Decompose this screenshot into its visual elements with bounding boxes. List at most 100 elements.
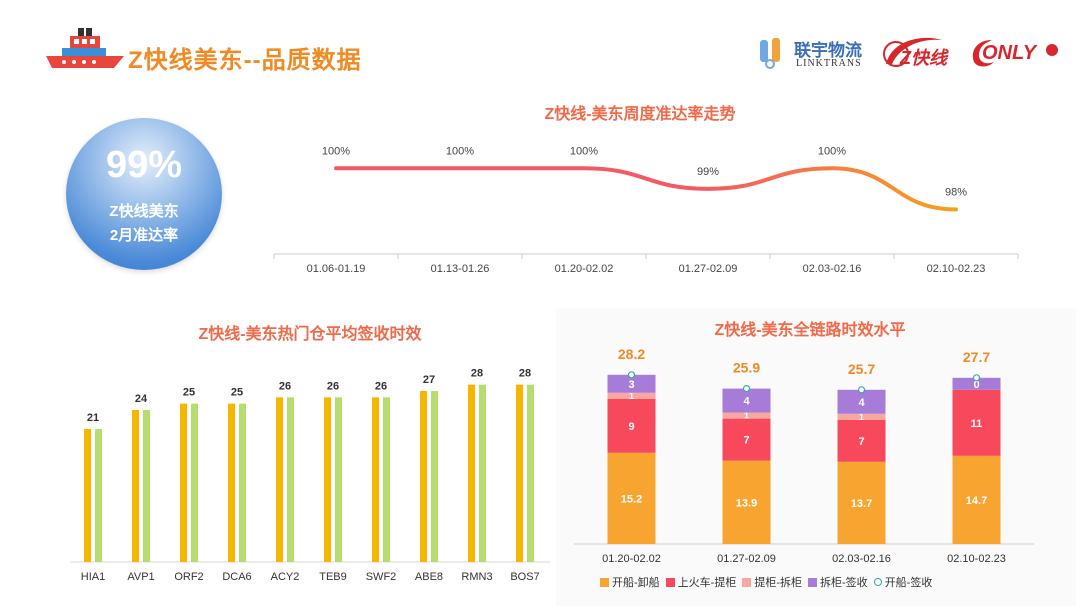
bar-warehouse-b <box>191 403 198 562</box>
bar-warehouse-a <box>324 397 331 562</box>
bar-warehouse-b <box>479 384 486 562</box>
stacked-segment-2 <box>607 398 656 453</box>
legend-swatch-2 <box>665 577 675 587</box>
stacked-segment-label: 7 <box>858 436 864 448</box>
bar-warehouse-a <box>132 410 139 562</box>
bar-data-label: 24 <box>135 393 148 405</box>
line-chart: 01.06-01.19 100% 01.13-01.26 100% 01.20-02.0… <box>273 145 1019 275</box>
page-title: Z快线美东--品质数据 <box>128 47 362 74</box>
stacked-segment-1 <box>952 455 1001 544</box>
bar-warehouse-a <box>84 429 91 562</box>
bar-data-label: 28 <box>519 368 531 380</box>
stacked-segment-label: 11 <box>971 418 983 430</box>
legend-swatch-3 <box>742 577 752 587</box>
legend-item-4: 拆柜-签收 <box>808 574 868 590</box>
line-x-tick-label: 01.27-02.09 <box>679 263 738 275</box>
bar-warehouse-b <box>143 410 150 562</box>
line-x-tick-label: 01.06-01.19 <box>307 263 366 275</box>
bar-warehouse-b <box>431 391 438 562</box>
bar-data-label: 21 <box>87 412 99 424</box>
total-marker <box>742 384 751 393</box>
bar-x-tick-label: DCA6 <box>222 571 251 583</box>
legend-item-5: 开船-签收 <box>873 574 932 590</box>
stacked-total-label: 25.9 <box>733 360 760 376</box>
linktrans-en: LINKTRANS <box>796 58 862 69</box>
bar-chart-title: Z快线-美东热门仓平均签收时效 <box>198 326 422 343</box>
only-badge-icon <box>1046 44 1058 56</box>
legend-item-1: 开船-卸船 <box>600 574 660 590</box>
bar-warehouse-b <box>239 403 246 562</box>
bar-x-tick-label: ABE8 <box>415 571 443 583</box>
line-data-label: 99% <box>697 166 719 178</box>
stacked-chart-legend: 开船-卸船 上火车-提柜 提柜-拆柜 拆柜-签收 开船-签收 <box>600 574 934 590</box>
legend-item-3: 提柜-拆柜 <box>742 574 802 590</box>
total-marker <box>857 386 866 394</box>
legend-swatch-4 <box>808 577 818 587</box>
bar-x-tick-label: BOS7 <box>510 571 539 583</box>
stacked-segment-2 <box>952 389 1001 456</box>
stacked-segment-label: 3 <box>628 379 634 391</box>
line-data-label: 100% <box>446 145 474 157</box>
zfast-text: Z快线 <box>900 48 947 68</box>
stacked-x-tick-label: 01.27-02.09 <box>717 553 776 565</box>
bar-x-tick-label: ORF2 <box>174 571 203 583</box>
linktrans-logo: 联宇物流 LINKTRANS <box>758 36 880 72</box>
stacked-segment-label: 15.2 <box>621 493 642 505</box>
stacked-segment-label: 4 <box>743 396 750 408</box>
stacked-segment-2 <box>837 419 886 462</box>
line-x-tick-label: 02.10-02.23 <box>927 263 986 275</box>
stacked-segment-label: 7 <box>743 435 749 447</box>
stacked-segment-label: 1 <box>859 412 864 422</box>
line-x-tick-label: 02.03-02.16 <box>803 263 862 275</box>
ship-logo-icon <box>44 24 126 72</box>
line-data-label: 100% <box>322 145 350 157</box>
bar-data-label: 26 <box>375 380 387 392</box>
stacked-chart: 15.291328.201.20-02.0213.971425.901.27-0… <box>574 346 1034 565</box>
bar-warehouse-b <box>383 397 390 562</box>
bar-x-tick-label: RMN3 <box>461 571 492 583</box>
bar-data-label: 28 <box>471 368 483 380</box>
stacked-total-label: 27.7 <box>963 349 990 365</box>
linktrans-cn: 联宇物流 <box>794 41 862 60</box>
stacked-segment-label: 9 <box>628 421 634 433</box>
stacked-segment-4 <box>837 389 886 414</box>
line-x-tick-label: 01.20-02.02 <box>555 263 614 275</box>
legend-item-2: 上火车-提柜 <box>665 574 736 590</box>
line-chart-title: Z快线-美东周度准达率走势 <box>544 106 736 123</box>
legend-label-3: 提柜-拆柜 <box>754 577 803 589</box>
bar-warehouse-b <box>287 397 294 562</box>
line-data-label: 100% <box>818 145 846 157</box>
stacked-x-tick-label: 01.20-02.02 <box>602 553 661 565</box>
stacked-segment-1 <box>607 452 656 544</box>
bar-warehouse-b <box>335 397 342 562</box>
legend-label-1: 开船-卸船 <box>612 577 660 589</box>
line-x-tick-label: 01.13-01.26 <box>431 263 490 275</box>
bar-warehouse-a <box>372 397 379 562</box>
total-marker <box>627 371 636 379</box>
kpi-value: 99% <box>105 144 183 186</box>
only-logo: ONLY <box>968 36 1060 72</box>
stacked-segment-1 <box>722 460 771 544</box>
stacked-x-tick-label: 02.10-02.23 <box>947 553 1006 565</box>
stacked-segment-label: 1 <box>629 391 634 401</box>
bar-data-label: 27 <box>423 374 435 386</box>
zfast-swoosh-icon <box>883 37 942 67</box>
stacked-segment-4 <box>607 374 656 393</box>
bar-warehouse-b <box>95 429 102 562</box>
bar-data-label: 26 <box>279 380 291 392</box>
stacked-segment-2 <box>722 418 771 461</box>
stacked-total-label: 25.7 <box>848 361 875 377</box>
stacked-segment-label: 13.9 <box>736 497 757 509</box>
bar-x-tick-label: TEB9 <box>319 571 347 583</box>
bar-warehouse-a <box>180 403 187 562</box>
bar-warehouse-a <box>228 403 235 562</box>
stacked-segment-label: 14.7 <box>966 495 987 507</box>
zfast-logo: Z快线 <box>882 34 966 74</box>
stacked-segment-label: 13.7 <box>851 498 872 510</box>
bar-x-tick-label: SWF2 <box>366 571 397 583</box>
bar-warehouse-b <box>527 384 534 562</box>
stacked-segment-4 <box>722 388 771 413</box>
bar-warehouse-a <box>276 397 283 562</box>
bar-x-tick-label: ACY2 <box>271 571 300 583</box>
legend-label-4: 拆柜-签收 <box>820 577 868 589</box>
